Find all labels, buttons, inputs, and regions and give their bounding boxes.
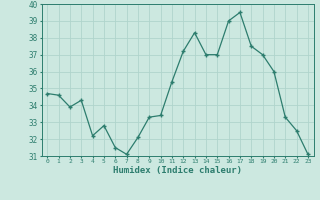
X-axis label: Humidex (Indice chaleur): Humidex (Indice chaleur) <box>113 166 242 175</box>
